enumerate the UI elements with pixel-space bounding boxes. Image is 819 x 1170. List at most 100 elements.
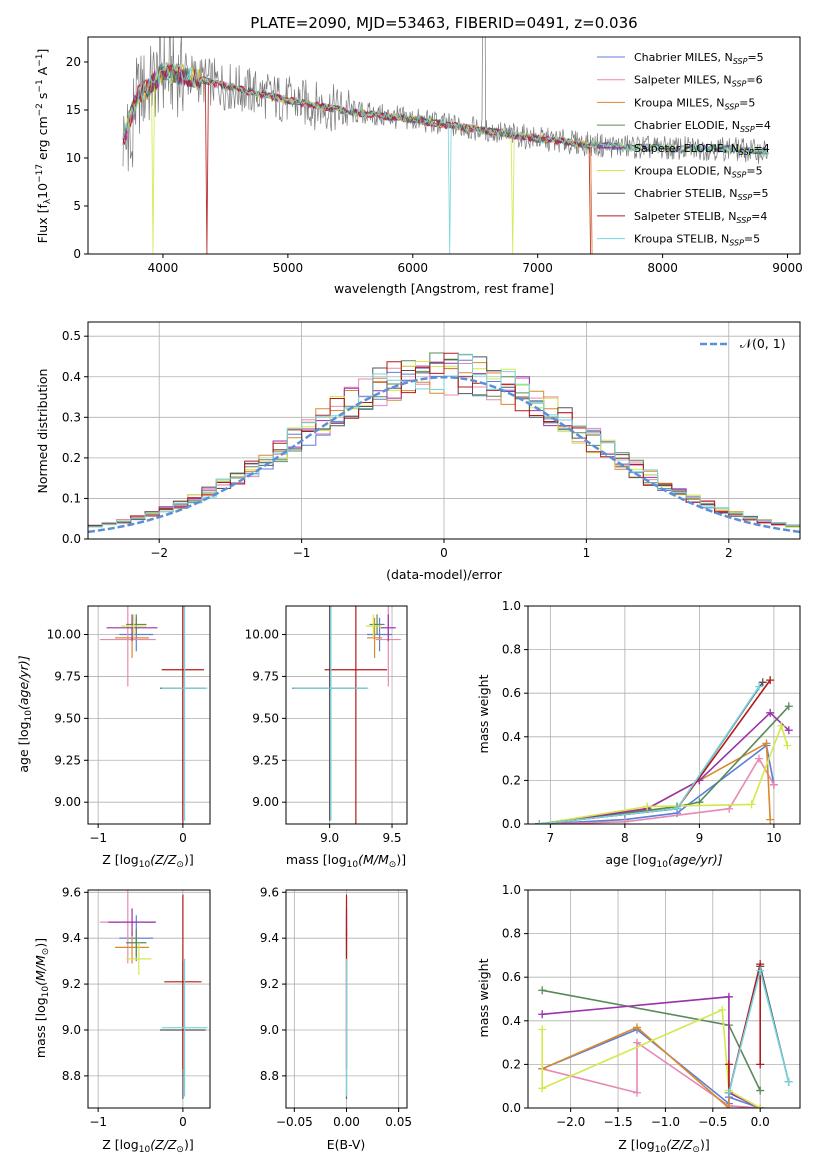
plot-content [99,890,208,1099]
spectrum-xlabel: wavelength [Angstrom, rest frame] [334,281,554,296]
age-weight-panel: 7 8 9 10 0.0 0.2 0.4 0.6 0.8 1.0 [502,599,801,845]
x-tick-label: −1.5 [603,1115,632,1129]
spectrum-model-line [122,61,768,254]
y-tick-label: 9.0 [260,1023,279,1037]
axes-frame [527,605,801,825]
weight-marker [535,820,544,824]
plot-content [538,960,793,1108]
x-tick-label: 0.0 [751,1115,770,1129]
spectrum-x-tick-label: 7000 [522,261,553,275]
y-tick-label: 9.6 [260,885,279,899]
z-weight-ylabel: mass weight [476,958,491,1037]
y-tick-label: 9.4 [62,931,81,945]
weight-marker [766,676,775,685]
weight-marker [784,702,793,711]
weight-marker [538,1084,547,1093]
legend-entry: Kroupa MILES, NSSP=5 [634,96,755,111]
spectrum-panel: 4000 5000 6000 7000 8000 9000 0 5 10 15 20 wavelen… [35,36,803,296]
x-tick-label: −2.0 [556,1115,585,1129]
spectrum-model-line [122,62,768,254]
grid [88,606,210,824]
weight-marker [538,1025,547,1034]
spectrum-y-tick-label: 20 [66,55,81,69]
weight-marker [756,1086,765,1095]
axes-frame [87,605,211,825]
histogram-x-tick-label: −1 [293,546,311,560]
weight-marker [747,800,756,809]
spectrum-y-tick-label: 0 [73,247,81,261]
histogram-step-line [88,353,800,539]
y-tick-label: 0.8 [502,927,521,941]
y-tick-label: 9.25 [54,753,81,767]
histogram-y-tick-label: 0.1 [62,491,81,505]
axes-frame [527,889,801,1109]
weight-marker [632,1088,641,1097]
spectrum-axes-frame [87,36,801,255]
weight-marker [758,678,767,687]
y-tick-label: 0.6 [502,970,521,984]
z-age-ylabel: age [log10(age/yr)] [16,655,34,772]
weight-marker [724,1060,733,1069]
weight-marker [755,682,764,691]
weight-marker [538,986,547,995]
grid [528,605,800,825]
weight-line [542,995,761,1108]
histogram-x-tick-label: 1 [583,546,591,560]
histogram-content [88,352,800,539]
histogram-y-tick-label: 0.5 [62,329,81,343]
x-tick-label: −0.5 [698,1115,727,1129]
weight-marker [643,802,652,811]
y-tick-label: 0.2 [502,773,521,787]
weight-marker [769,780,778,789]
y-tick-label: 9.50 [252,711,279,725]
plot-content [535,676,793,824]
histogram-steps [88,352,800,539]
y-tick-label: 9.25 [252,753,279,767]
weight-marker [784,726,793,735]
axes-frame [285,605,408,825]
axes-frame [87,889,211,1109]
ebv-mass-panel: −0.05 0.00 0.05 8.8 9.0 9.2 9.4 9.6 [260,885,412,1129]
x-tick-label: −0.05 [276,1115,313,1129]
spectrum-model-line [122,63,768,254]
y-tick-label: 0.8 [502,643,521,657]
legend-entry: Kroupa STELIB, NSSP=5 [634,233,760,248]
weight-line [539,681,764,824]
x-tick-label: −1 [89,1115,107,1129]
x-tick-label: −1 [89,831,107,845]
plot-content [99,606,208,824]
weight-marker [724,1104,733,1108]
x-tick-label: 7 [547,831,555,845]
weight-marker [724,992,733,1001]
spectrum-x-tick-label: 4000 [148,261,179,275]
z-age-panel: −1 0 9.00 9.25 9.50 9.75 10.00 [47,605,211,845]
weight-marker [766,815,775,824]
x-tick-label: 9.0 [320,831,339,845]
y-tick-label: 1.0 [502,883,521,897]
y-tick-label: 9.00 [54,795,81,809]
residual-histogram-panel: −2 −1 0 1 2 0.0 0.1 0.2 0.3 0.4 0.5 (data-model)/e… [35,321,801,582]
y-tick-label: 9.4 [260,931,279,945]
weight-marker [718,1005,727,1014]
y-tick-label: 0.6 [502,686,521,700]
y-tick-label: 9.0 [62,1023,81,1037]
x-tick-label: −1.0 [651,1115,680,1129]
weight-marker [783,741,792,750]
weight-marker [673,804,682,813]
legend-entry: Chabrier ELODIE, NSSP=4 [634,119,771,134]
x-tick-label: 0 [179,1115,187,1129]
spectrum-y-tick-label: 5 [73,199,81,213]
spectrum-lines [122,37,769,254]
weight-marker [766,708,775,717]
weight-line [539,679,771,824]
histogram-y-tick-label: 0.2 [62,451,81,465]
z-mass-ylabel: mass [log10(M/M⊙)] [33,938,51,1058]
y-tick-label: 0.0 [502,1101,521,1115]
y-tick-label: 9.50 [54,711,81,725]
z-mass-xlabel: Z [log10(Z/Z⊙)] [102,1137,193,1155]
z-weight-panel: −2.0 −1.5 −1.0 −0.5 0.0 0.0 0.2 0.4 0.6 0.8 1.0 [502,883,801,1129]
x-tick-label: 8 [621,831,629,845]
y-tick-label: 9.75 [252,669,279,683]
weight-line [539,744,775,824]
